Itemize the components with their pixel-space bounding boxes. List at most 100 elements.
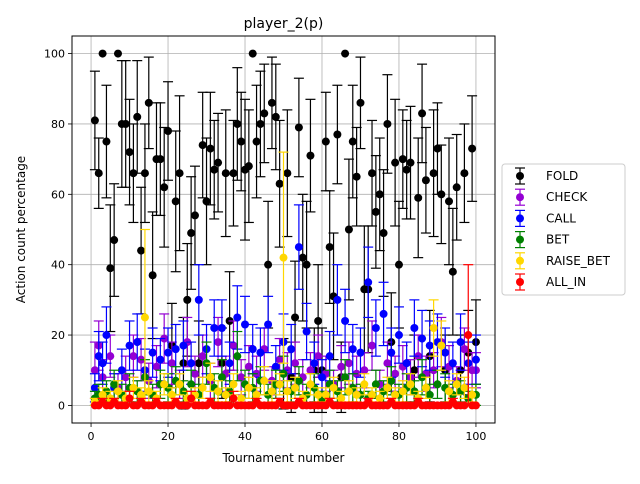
- data-point: [225, 359, 234, 368]
- data-point: [394, 331, 403, 340]
- data-point: [368, 341, 377, 350]
- data-point: [171, 197, 180, 206]
- data-point: [198, 383, 207, 392]
- data-point: [121, 373, 130, 382]
- data-point: [375, 394, 384, 403]
- data-point: [391, 369, 400, 378]
- data-point: [214, 338, 223, 347]
- data-point: [344, 387, 353, 396]
- data-point: [402, 359, 411, 368]
- x-tick-label: 0: [88, 430, 95, 443]
- axes: 0 20 40 60 80 100 0 20 40 60 80 100: [44, 48, 486, 443]
- data-point: [210, 324, 219, 333]
- data-point: [217, 373, 226, 382]
- data-point: [371, 207, 380, 216]
- data-point: [321, 137, 330, 146]
- data-point: [271, 362, 280, 371]
- data-point: [425, 390, 434, 399]
- data-point: [306, 380, 315, 389]
- data-point: [294, 376, 303, 385]
- data-point: [129, 352, 138, 361]
- data-point: [244, 162, 253, 171]
- data-point: [171, 345, 180, 354]
- data-point: [160, 380, 169, 389]
- data-point: [375, 190, 384, 199]
- data-point: [294, 243, 303, 252]
- data-point: [148, 348, 157, 357]
- data-point: [98, 390, 107, 399]
- data-point: [448, 359, 457, 368]
- data-point: [448, 267, 457, 276]
- data-point: [329, 383, 338, 392]
- data-point: [379, 309, 388, 318]
- data-point: [383, 359, 392, 368]
- data-point: [471, 355, 480, 364]
- data-point: [267, 98, 276, 107]
- data-point: [102, 137, 111, 146]
- data-point: [260, 109, 269, 118]
- data-point: [398, 155, 407, 164]
- data-point: [333, 295, 342, 304]
- data-point: [148, 271, 157, 280]
- data-point: [179, 341, 188, 350]
- data-point: [125, 341, 134, 350]
- legend-box: [501, 163, 626, 296]
- data-point: [110, 380, 119, 389]
- data-point: [187, 359, 196, 368]
- data-point: [248, 345, 257, 354]
- data-point: [229, 394, 238, 403]
- data-point: [237, 137, 246, 146]
- data-point: [398, 387, 407, 396]
- data-point: [275, 380, 284, 389]
- data-point: [344, 225, 353, 234]
- y-tick-label: 0: [58, 399, 65, 412]
- data-point: [140, 313, 149, 322]
- data-point: [267, 387, 276, 396]
- data-point: [406, 158, 415, 167]
- data-point: [414, 193, 423, 202]
- series-all-in: [90, 264, 480, 410]
- data-point: [140, 169, 149, 178]
- data-point: [167, 390, 176, 399]
- data-point: [206, 144, 215, 153]
- data-point: [356, 98, 365, 107]
- legend-marker: [516, 193, 524, 202]
- data-point: [460, 169, 469, 178]
- data-point: [194, 359, 203, 368]
- data-point: [256, 119, 265, 128]
- legend-label: BET: [546, 233, 570, 247]
- data-point: [348, 137, 357, 146]
- data-point: [229, 169, 238, 178]
- data-point: [429, 169, 438, 178]
- data-point: [244, 383, 253, 392]
- data-point: [387, 348, 396, 357]
- data-point: [194, 295, 203, 304]
- data-point: [441, 348, 450, 357]
- data-point: [341, 49, 350, 58]
- data-point: [110, 236, 119, 245]
- data-point: [113, 49, 122, 58]
- data-point: [302, 327, 311, 336]
- data-point: [125, 148, 134, 157]
- data-point: [244, 362, 253, 371]
- data-point: [248, 49, 257, 58]
- data-point: [387, 376, 396, 385]
- data-point: [190, 369, 199, 378]
- data-point: [241, 320, 250, 329]
- data-point: [460, 345, 469, 354]
- legend-marker: [516, 235, 524, 244]
- data-point: [214, 158, 223, 167]
- data-point: [137, 390, 146, 399]
- data-point: [98, 49, 107, 58]
- data-point: [294, 123, 303, 132]
- data-point: [298, 253, 307, 262]
- data-point: [383, 119, 392, 128]
- data-point: [333, 130, 342, 139]
- data-point: [452, 380, 461, 389]
- data-point: [429, 324, 438, 333]
- data-point: [214, 387, 223, 396]
- data-point: [275, 179, 284, 188]
- data-point: [464, 331, 473, 340]
